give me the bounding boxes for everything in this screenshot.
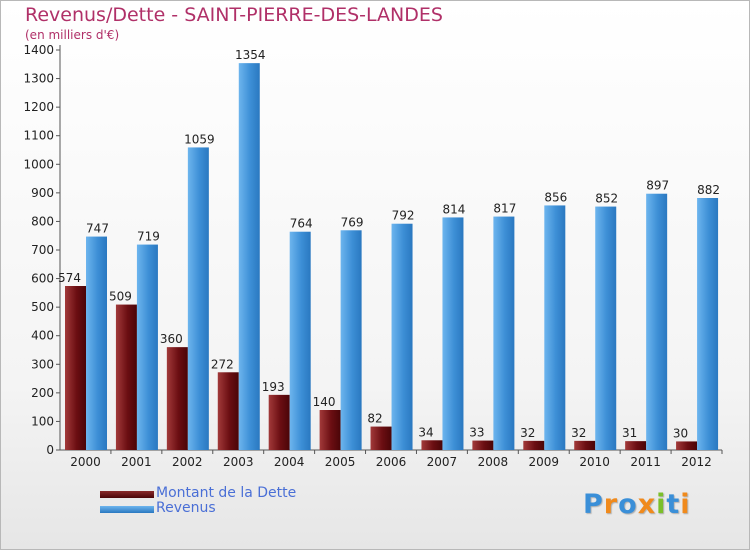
data-label-revenus: 1354 bbox=[235, 48, 266, 62]
data-label-dette: 272 bbox=[211, 357, 234, 371]
bar-dette bbox=[166, 347, 188, 450]
data-label-revenus: 882 bbox=[697, 183, 720, 197]
bar-revenus bbox=[646, 193, 668, 450]
data-label-dette: 140 bbox=[313, 395, 336, 409]
data-label-dette: 34 bbox=[418, 425, 433, 439]
bar-revenus bbox=[595, 206, 617, 450]
bar-dette bbox=[65, 286, 86, 450]
data-label-revenus: 817 bbox=[493, 202, 516, 216]
data-label-dette: 82 bbox=[367, 412, 382, 426]
data-label-revenus: 856 bbox=[544, 190, 567, 204]
x-tick-label: 2001 bbox=[121, 455, 152, 469]
y-tick-label: 900 bbox=[31, 186, 54, 200]
bar-revenus bbox=[544, 205, 566, 450]
x-tick-label: 2011 bbox=[630, 455, 661, 469]
bar-dette bbox=[472, 440, 494, 450]
data-label-dette: 574 bbox=[58, 271, 81, 285]
legend-label-revenus: Revenus bbox=[156, 500, 216, 516]
y-tick-label: 1400 bbox=[23, 43, 54, 57]
bar-dette bbox=[421, 440, 443, 450]
data-label-dette: 30 bbox=[673, 426, 688, 440]
legend-label-dette: Montant de la Dette bbox=[156, 485, 297, 501]
x-tick-label: 2012 bbox=[681, 455, 712, 469]
data-label-revenus: 1059 bbox=[184, 132, 215, 146]
legend-swatch-dette bbox=[100, 491, 154, 498]
y-tick-label: 700 bbox=[31, 243, 54, 257]
x-tick-label: 2004 bbox=[274, 455, 305, 469]
data-label-revenus: 747 bbox=[86, 222, 109, 236]
proxiti-logo: Proxiti bbox=[583, 489, 691, 520]
y-tick-label: 200 bbox=[31, 386, 54, 400]
bar-dette bbox=[574, 440, 596, 450]
bar-dette bbox=[676, 441, 698, 450]
bar-revenus bbox=[187, 147, 209, 450]
bar-dette bbox=[319, 410, 341, 450]
data-label-revenus: 897 bbox=[646, 179, 669, 193]
x-tick-label: 2005 bbox=[325, 455, 356, 469]
data-labels: 574 509 360 272 193 140 82 34 33 32 32 31 30 747 719 10… bbox=[58, 48, 720, 440]
data-label-revenus: 764 bbox=[290, 217, 313, 231]
y-tick-label: 1300 bbox=[23, 72, 54, 86]
x-tick-label: 2010 bbox=[579, 455, 610, 469]
y-tick-label: 1100 bbox=[23, 129, 54, 143]
bar-dette bbox=[523, 440, 545, 450]
bars bbox=[65, 63, 719, 451]
bar-dette bbox=[268, 394, 290, 450]
data-label-revenus: 719 bbox=[137, 230, 160, 244]
x-tick-label: 2006 bbox=[376, 455, 407, 469]
data-label-dette: 32 bbox=[571, 426, 586, 440]
x-tick-label: 2002 bbox=[172, 455, 203, 469]
x-tick-label: 2009 bbox=[528, 455, 559, 469]
bar-revenus bbox=[697, 198, 719, 450]
data-label-dette: 32 bbox=[520, 426, 535, 440]
data-label-revenus: 852 bbox=[595, 192, 618, 206]
x-tick-label: 2007 bbox=[427, 455, 458, 469]
y-tick-label: 500 bbox=[31, 300, 54, 314]
data-label-dette: 509 bbox=[109, 290, 132, 304]
bar-dette bbox=[370, 426, 392, 450]
data-label-dette: 33 bbox=[469, 426, 484, 440]
bar-revenus bbox=[442, 217, 464, 450]
y-tick-label: 400 bbox=[31, 329, 54, 343]
bar-dette bbox=[625, 441, 647, 450]
data-label-revenus: 769 bbox=[341, 215, 364, 229]
legend-swatch-revenus bbox=[100, 506, 154, 513]
bar-revenus bbox=[136, 244, 158, 450]
bar-revenus bbox=[391, 223, 413, 450]
y-tick-label: 0 bbox=[46, 443, 54, 457]
y-tick-label: 800 bbox=[31, 214, 54, 228]
y-tick-label: 1200 bbox=[23, 100, 54, 114]
axes: 0 100 200 300 400 500 600 700 800 900 1000 1100 1200… bbox=[23, 43, 723, 469]
bar-revenus bbox=[493, 216, 515, 450]
data-label-revenus: 814 bbox=[443, 202, 466, 216]
bar-revenus bbox=[289, 231, 311, 450]
y-tick-label: 1000 bbox=[23, 157, 54, 171]
x-tick-label: 2000 bbox=[70, 455, 101, 469]
chart-subtitle: (en milliers d'€) bbox=[25, 28, 120, 42]
x-tick-label: 2003 bbox=[223, 455, 254, 469]
bar-revenus bbox=[86, 236, 107, 450]
y-tick-label: 600 bbox=[31, 272, 54, 286]
x-tick-label: 2008 bbox=[478, 455, 509, 469]
data-label-dette: 193 bbox=[262, 380, 285, 394]
bar-revenus bbox=[340, 230, 362, 450]
bar-dette bbox=[217, 372, 239, 450]
bar-dette bbox=[115, 304, 137, 450]
bar-revenus bbox=[238, 63, 260, 451]
y-tick-label: 100 bbox=[31, 414, 54, 428]
chart-title: Revenus/Dette - SAINT-PIERRE-DES-LANDES bbox=[25, 4, 443, 26]
y-tick-label: 300 bbox=[31, 357, 54, 371]
data-label-dette: 360 bbox=[160, 332, 183, 346]
data-label-revenus: 792 bbox=[392, 209, 415, 223]
data-label-dette: 31 bbox=[622, 426, 637, 440]
